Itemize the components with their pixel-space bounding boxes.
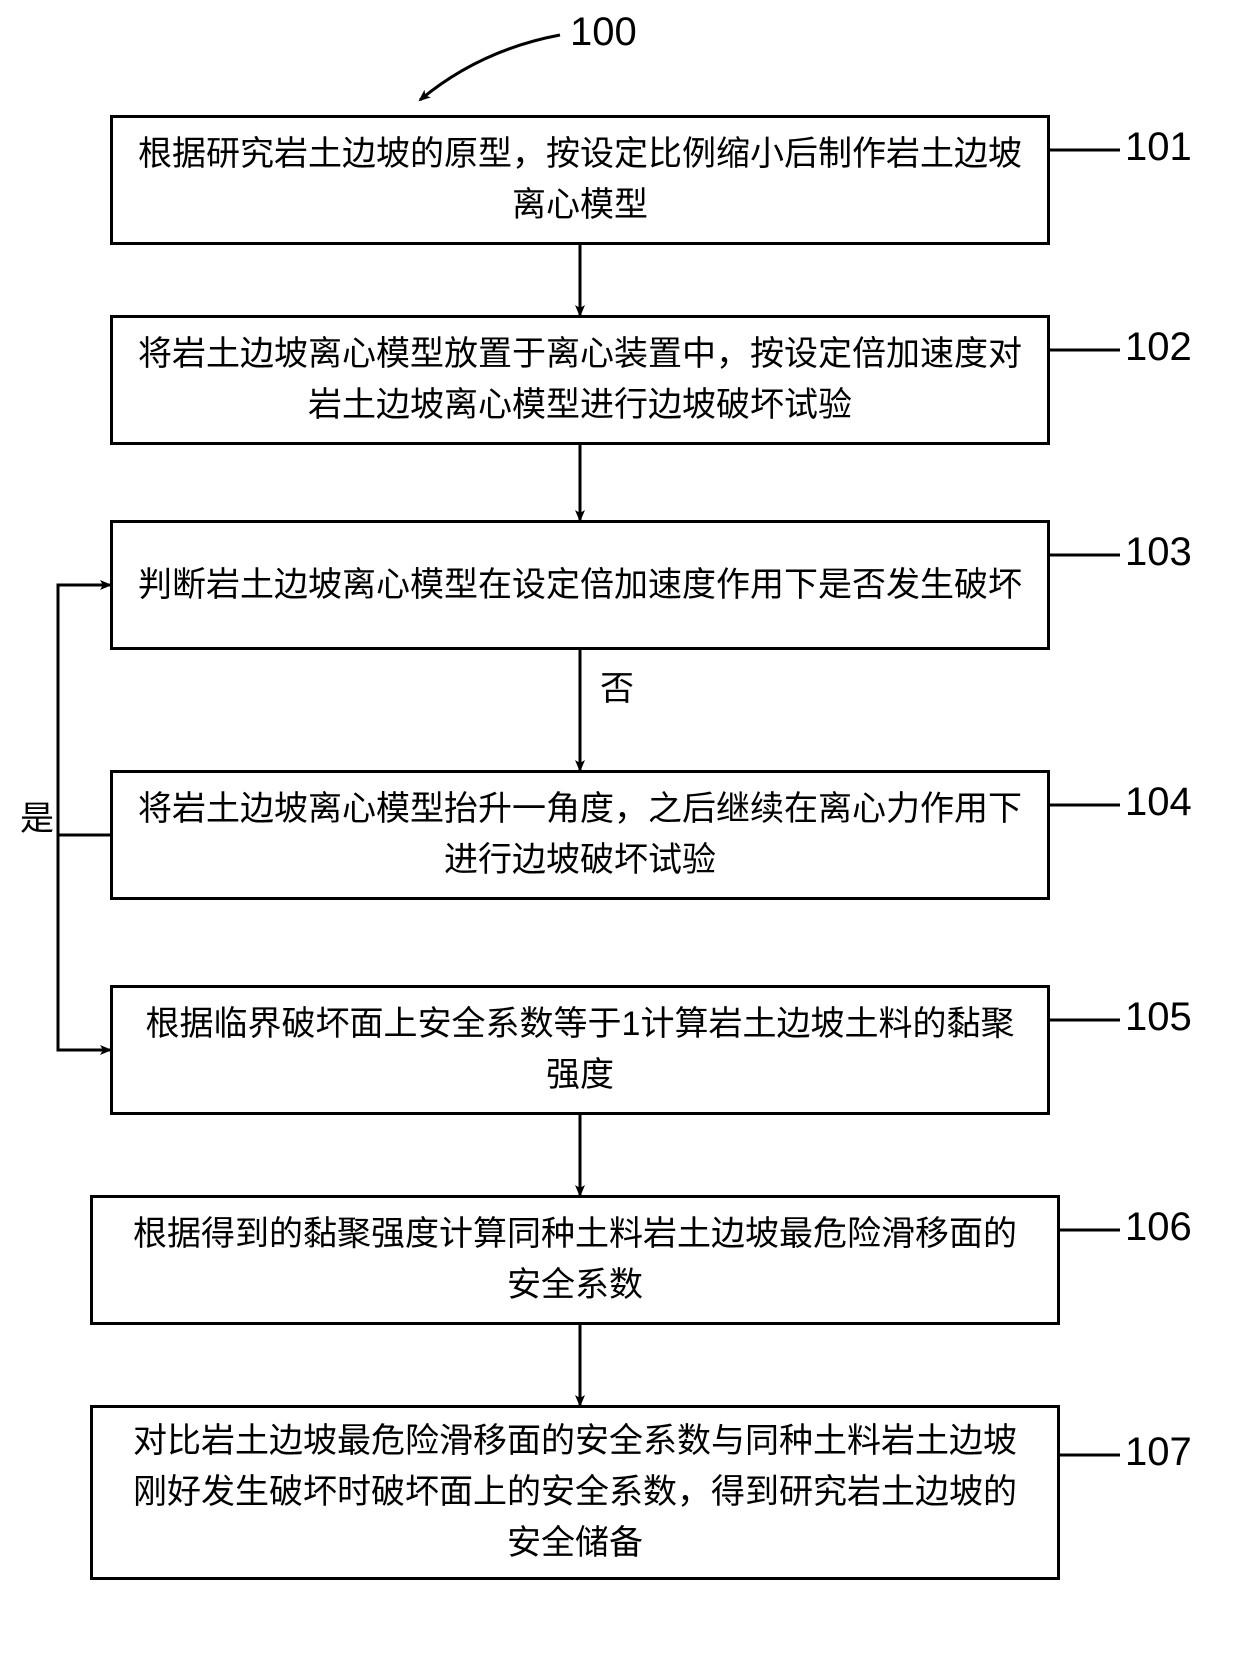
edge-n104-loop-n103 xyxy=(58,585,110,835)
flowchart-canvas: 否是 根据研究岩土边坡的原型，按设定比例缩小后制作岩土边坡离心模型将岩土边坡离心… xyxy=(0,0,1240,1670)
edge-title-arrow xyxy=(420,35,560,100)
flow-node-n105: 根据临界破坏面上安全系数等于1计算岩土边坡土料的黏聚强度 xyxy=(110,985,1050,1115)
flow-node-n104: 将岩土边坡离心模型抬升一角度，之后继续在离心力作用下进行边坡破坏试验 xyxy=(110,770,1050,900)
ref-label-101: 101 xyxy=(1125,125,1192,170)
ref-label-102: 102 xyxy=(1125,325,1192,370)
edge-label-no: 否 xyxy=(600,670,634,708)
ref-label-103: 103 xyxy=(1125,530,1192,575)
ref-label-100: 100 xyxy=(570,10,637,55)
ref-label-105: 105 xyxy=(1125,995,1192,1040)
flow-node-n107: 对比岩土边坡最危险滑移面的安全系数与同种土料岩土边坡刚好发生破坏时破坏面上的安全… xyxy=(90,1405,1060,1580)
edge-label-yes: 是 xyxy=(20,800,54,838)
flow-node-n102: 将岩土边坡离心模型放置于离心装置中，按设定倍加速度对岩土边坡离心模型进行边坡破坏… xyxy=(110,315,1050,445)
ref-label-106: 106 xyxy=(1125,1205,1192,1250)
ref-label-107: 107 xyxy=(1125,1430,1192,1475)
flow-node-n103: 判断岩土边坡离心模型在设定倍加速度作用下是否发生破坏 xyxy=(110,520,1050,650)
flow-node-n101: 根据研究岩土边坡的原型，按设定比例缩小后制作岩土边坡离心模型 xyxy=(110,115,1050,245)
ref-label-104: 104 xyxy=(1125,780,1192,825)
edge-n103-yes-n105 xyxy=(58,585,110,1050)
flow-node-n106: 根据得到的黏聚强度计算同种土料岩土边坡最危险滑移面的安全系数 xyxy=(90,1195,1060,1325)
